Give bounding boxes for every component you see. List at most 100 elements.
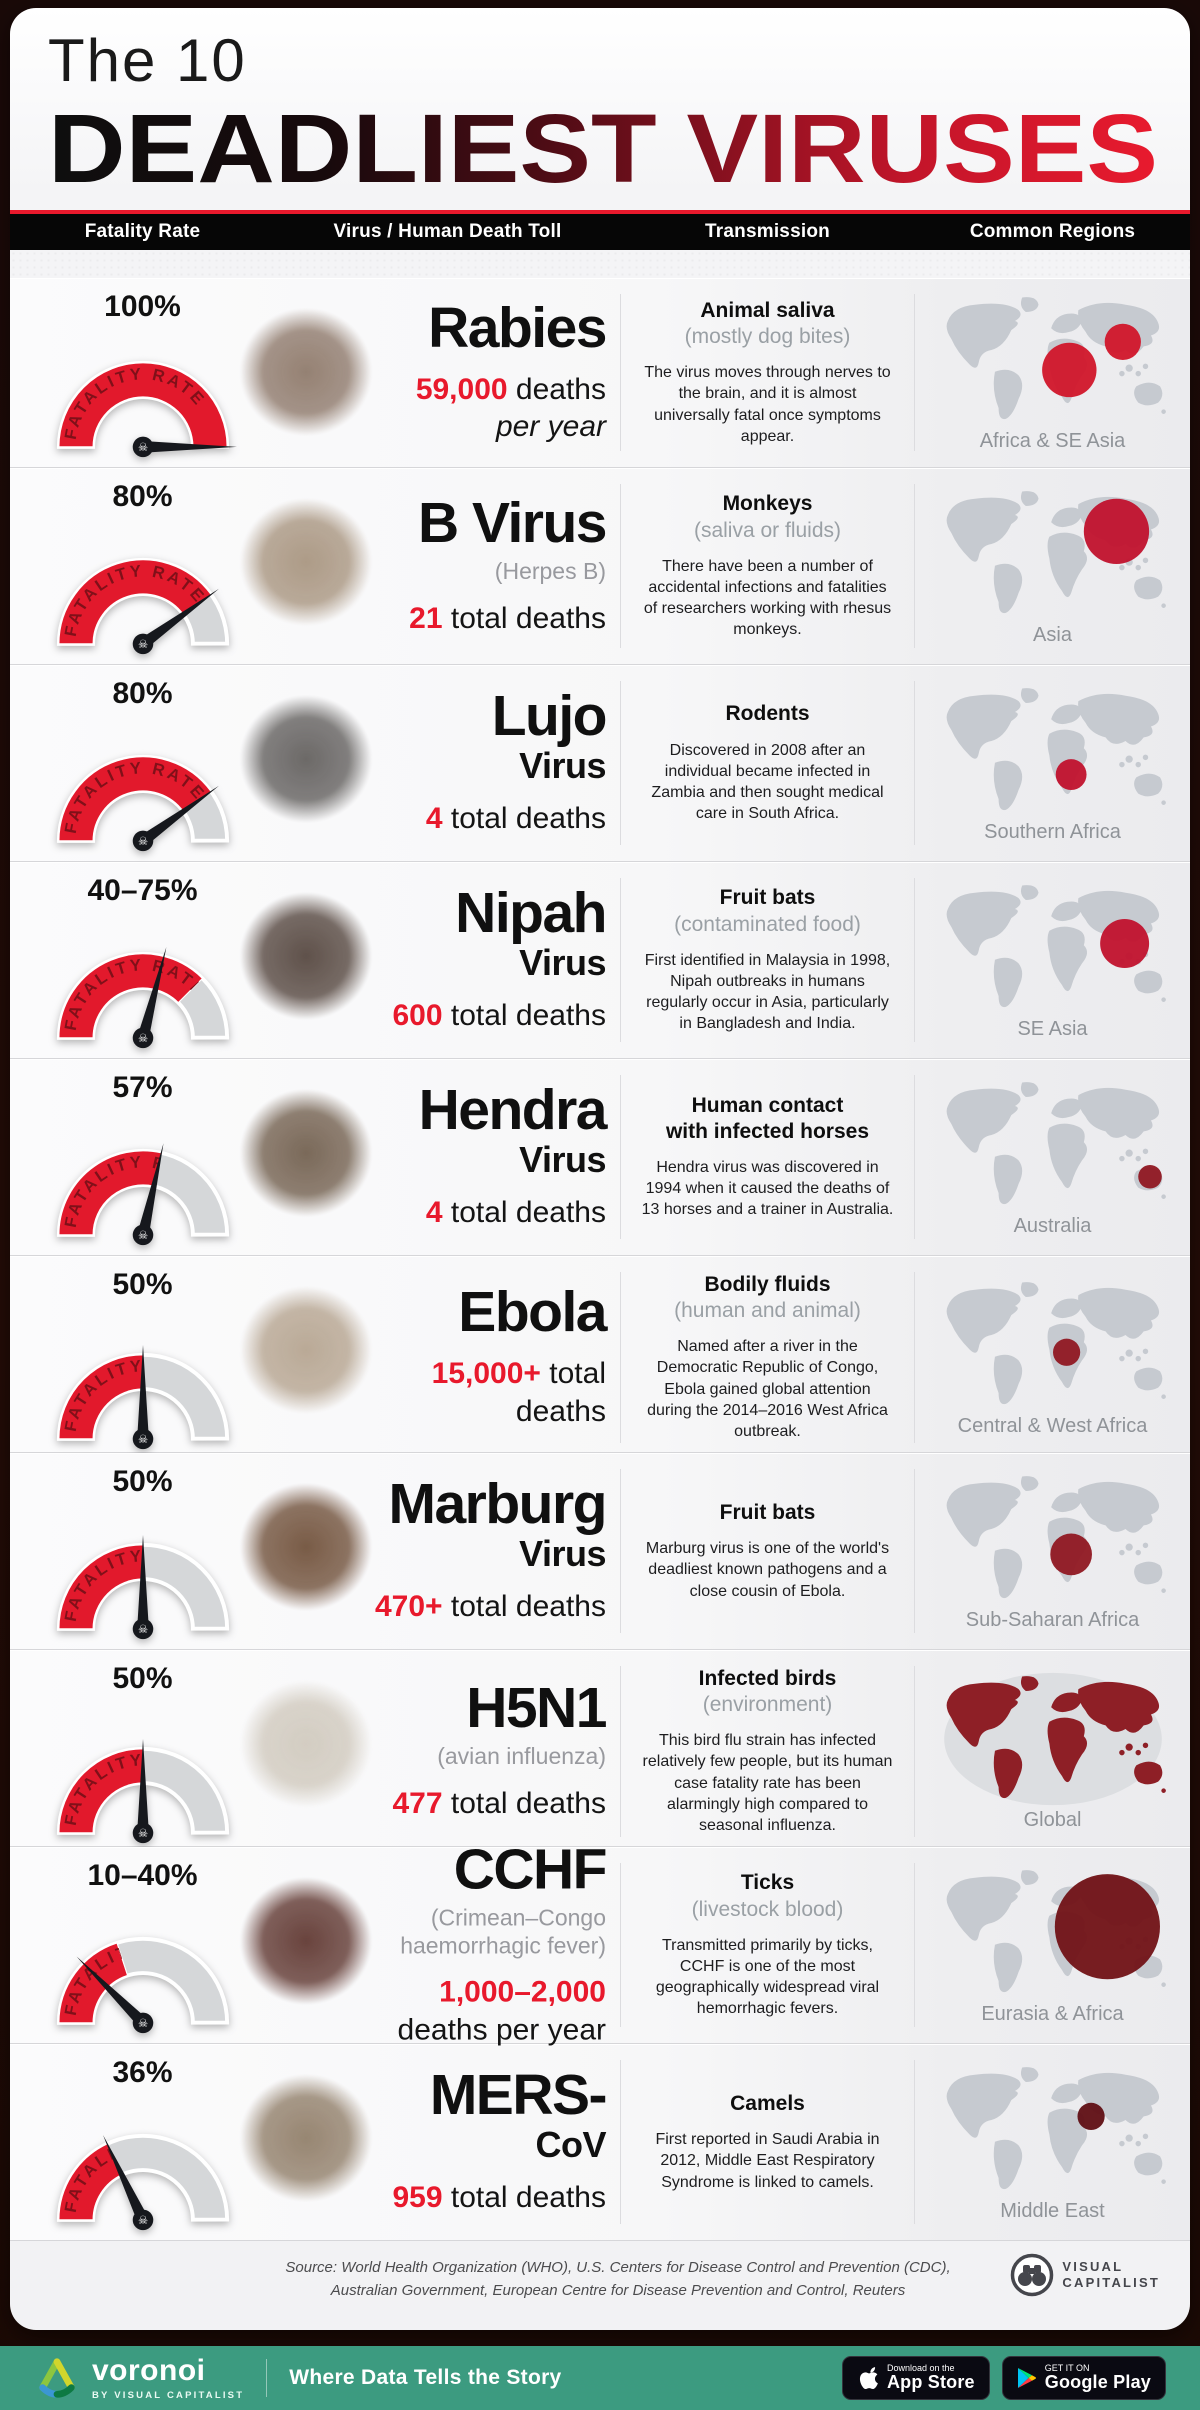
binoculars-icon — [1011, 2253, 1054, 2297]
virus-rows: 100% FATALITY RATE ☠ Rabies 59,000 deaths… — [10, 250, 1190, 2241]
transmission-title: Fruit bats — [719, 886, 816, 910]
fatality-gauge-cell: 36% FATALITY RATE☠ — [10, 2044, 275, 2240]
skull-icon: ☠ — [137, 1624, 147, 1636]
fatality-gauge: FATALITY RATE☠ — [56, 946, 229, 1049]
region-map — [946, 1281, 1166, 1404]
virus-subtitle: (Herpes B) — [494, 557, 606, 584]
virus-name-cell: Nipah Virus 600 total deaths — [217, 862, 620, 1058]
transmission-cell: Infected birds (environment) This bird f… — [620, 1666, 915, 1837]
region-cell: Global — [915, 1650, 1190, 1853]
region-highlight — [1052, 1338, 1080, 1366]
virus-name: Ebola — [432, 1284, 607, 1341]
region-label: Australia — [1013, 1214, 1092, 1237]
virus-name-line: B Virus — [417, 490, 608, 555]
region-highlight — [1083, 498, 1149, 564]
region-cell: SE Asia — [915, 862, 1190, 1058]
transmission-cell: Human contact with infected horses Hendr… — [620, 1075, 915, 1239]
transmission-title: Monkeys — [722, 492, 813, 516]
title-line-2: DEADLIEST VIRUSES — [48, 96, 1158, 200]
region-label: Global — [1023, 1808, 1082, 1831]
virus-name-cell: B Virus (Herpes B) 21 total deaths — [217, 468, 620, 664]
google-play-badge[interactable]: GET IT ON Google Play — [1001, 2356, 1166, 2400]
fatality-rate-value: 50% — [112, 1268, 173, 1301]
virus-row: 50% FATALITY RATE☠ Ebola 15,000+ totalde… — [10, 1256, 1190, 1453]
region-label: Middle East — [1000, 2199, 1105, 2222]
dog-photo — [217, 286, 395, 458]
virus-name-block: Marburg Virus 470+ total deaths — [374, 1476, 608, 1626]
region-highlight — [1055, 758, 1087, 790]
region-highlight — [1099, 918, 1149, 968]
death-toll-line: 4 total deaths — [425, 802, 606, 836]
transmission-subtitle: (saliva or fluids) — [693, 518, 842, 542]
fatality-rate-value: 80% — [112, 677, 173, 710]
region-label: SE Asia — [1017, 1017, 1088, 1040]
virus-name: MERS- CoV — [392, 2063, 608, 2166]
fatality-gauge-cell: 80% FATALITY RATE ☠ — [10, 665, 275, 861]
visual-capitalist-wordmark: VISUAL CAPITALIST — [1062, 2258, 1160, 2290]
region-highlight — [1076, 2102, 1105, 2130]
transmission-description: Transmitted primarily by ticks, CCHF is … — [655, 1936, 880, 2018]
app-store-badge-bottom: App Store — [886, 2372, 975, 2393]
infographic-card: The 10 DEADLIEST VIRUSES Fatality Rate V… — [10, 8, 1190, 2330]
virus-name-block: H5N1 (avian influenza) 477 total deaths — [392, 1680, 607, 1822]
region-map — [946, 1081, 1166, 1204]
death-toll-line: 600 total deaths — [392, 999, 606, 1033]
virus-name-line: Rabies — [428, 295, 607, 360]
region-map — [946, 297, 1166, 420]
region-cell: Sub-Saharan Africa — [915, 1453, 1190, 1649]
virus-name-block: Ebola 15,000+ total deaths — [431, 1284, 608, 1430]
fatality-gauge-cell: 10–40% FATALITY RATE☠ — [10, 1847, 275, 2043]
skull-icon: ☠ — [137, 1434, 147, 1446]
virus-name: Nipah Virus — [392, 885, 607, 984]
bat-photo — [217, 870, 395, 1042]
virus-name-cell: H5N1 (avian influenza) 477 total deaths — [217, 1650, 620, 1853]
virus-name-block: Hendra Virus 4 total deaths — [419, 1082, 608, 1232]
visual-capitalist-logo: VISUAL CAPITALIST — [1010, 2253, 1160, 2297]
region-map — [946, 490, 1166, 613]
app-store-badge[interactable]: Download on the App Store — [841, 2356, 990, 2400]
transmission-description: There have been a number of accidental i… — [643, 557, 892, 639]
region-label: Africa & SE Asia — [979, 430, 1126, 452]
virus-name-cell: Ebola 15,000+ total deaths — [217, 1256, 620, 1459]
transmission-title: Animal saliva — [700, 298, 835, 322]
death-toll-line: 4 total deaths — [425, 1196, 606, 1230]
death-toll-line: 477 total deaths — [392, 1786, 606, 1820]
virus-row: 36% FATALITY RATE☠ MERS-CoV 959 total de… — [10, 2044, 1190, 2241]
fatality-gauge-cell: 50% FATALITY RATE☠ — [10, 1256, 275, 1459]
death-toll-line: 15,000+ total — [431, 1357, 606, 1391]
virus-name-line: MERS- — [429, 2063, 608, 2128]
monkey-photo — [217, 476, 395, 648]
region-cell: Eurasia & Africa — [915, 1847, 1190, 2043]
death-toll-line: per year — [495, 410, 606, 443]
transmission-cell: Fruit bats (contaminated food) First ide… — [620, 878, 915, 1042]
transmission-description: Marburg virus is one of the world's dead… — [645, 1540, 890, 1600]
tick-photo — [217, 1855, 395, 2027]
death-toll: 959 total deaths — [392, 2179, 606, 2217]
google-play-badge-bottom: Google Play — [1044, 2372, 1151, 2393]
col-header-common-regions: Common Regions — [969, 221, 1136, 242]
transmission-cell: Bodily fluids (human and animal) Named a… — [620, 1272, 915, 1443]
transmission-title: Bodily fluids — [704, 1273, 831, 1296]
google-play-badge-top: GET IT ON — [1044, 2362, 1090, 2373]
fatality-gauge: FATALITY RATE☠ — [56, 2133, 229, 2231]
transmission-description: The virus moves through nerves to the br… — [644, 364, 891, 445]
col-header-fatality-rate: Fatality Rate — [84, 221, 201, 242]
footer-divider — [266, 2359, 268, 2397]
transmission-subtitle: (mostly dog bites) — [684, 325, 851, 349]
transmission-description: Named after a river in the Democratic Re… — [647, 1338, 888, 1441]
transmission-description: First reported in Saudi Arabia in 2012, … — [655, 2131, 880, 2191]
fatality-gauge: FATALITY RATE☠ — [56, 754, 229, 852]
region-cell: Africa & SE Asia — [915, 278, 1190, 467]
skull-icon: ☠ — [137, 1230, 147, 1242]
virus-name-cell: Lujo Virus 4 total deaths — [217, 665, 620, 861]
death-toll-line: 470+ total deaths — [374, 1590, 606, 1624]
death-toll: 1,000–2,000 deaths per year — [398, 1974, 606, 2049]
source-text: Source: World Health Organization (WHO),… — [285, 2256, 950, 2303]
google-play-icon — [1017, 2368, 1036, 2388]
region-cell: Central & West Africa — [915, 1256, 1190, 1459]
virus-subtitle: (Crimean–Congo haemorrhagic fever) — [400, 1904, 606, 1958]
death-toll-line: 959 total deaths — [392, 2181, 606, 2215]
virus-name-cell: MERS- CoV 959 total deaths — [217, 2044, 620, 2240]
transmission-cell: Camels First reported in Saudi Arabia in… — [620, 2060, 915, 2224]
